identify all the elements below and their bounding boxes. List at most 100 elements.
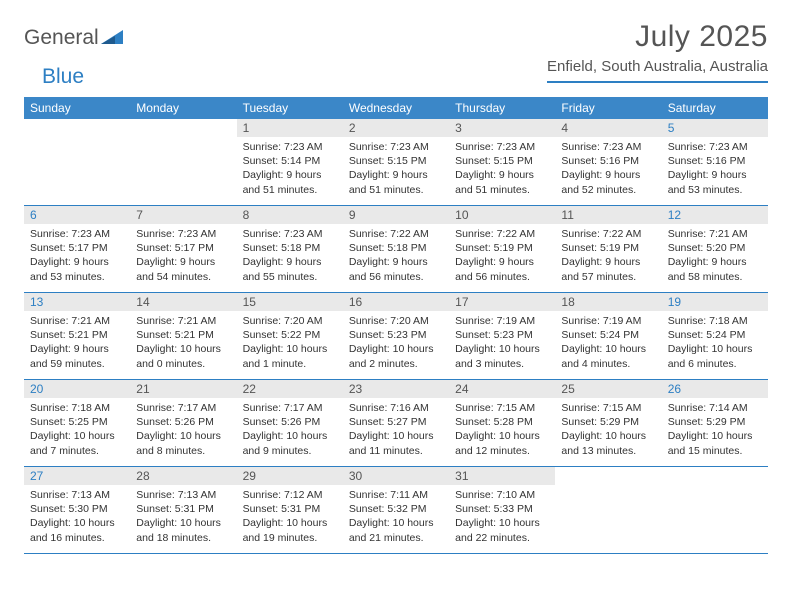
day-cell: 5Sunrise: 7:23 AMSunset: 5:16 PMDaylight… [662, 119, 768, 205]
day-number: 3 [449, 119, 555, 137]
day-cell: 1Sunrise: 7:23 AMSunset: 5:14 PMDaylight… [237, 119, 343, 205]
daylight-line: and 54 minutes. [136, 270, 230, 284]
weekday-header: Thursday [449, 97, 555, 119]
day-body: Sunrise: 7:20 AMSunset: 5:22 PMDaylight:… [237, 311, 343, 377]
sunrise-line: Sunrise: 7:19 AM [561, 314, 655, 328]
day-cell: 29Sunrise: 7:12 AMSunset: 5:31 PMDayligh… [237, 467, 343, 553]
daylight-line: Daylight: 10 hours [349, 429, 443, 443]
daylight-line: Daylight: 10 hours [455, 516, 549, 530]
sunset-line: Sunset: 5:30 PM [30, 502, 124, 516]
sunrise-line: Sunrise: 7:21 AM [136, 314, 230, 328]
day-number: 17 [449, 293, 555, 311]
day-cell: 10Sunrise: 7:22 AMSunset: 5:19 PMDayligh… [449, 206, 555, 292]
sunrise-line: Sunrise: 7:10 AM [455, 488, 549, 502]
weekday-header: Monday [130, 97, 236, 119]
day-body: Sunrise: 7:16 AMSunset: 5:27 PMDaylight:… [343, 398, 449, 464]
day-number: 21 [130, 380, 236, 398]
daylight-line: Daylight: 10 hours [561, 342, 655, 356]
day-cell: 2Sunrise: 7:23 AMSunset: 5:15 PMDaylight… [343, 119, 449, 205]
sunrise-line: Sunrise: 7:11 AM [349, 488, 443, 502]
day-body: Sunrise: 7:23 AMSunset: 5:18 PMDaylight:… [237, 224, 343, 290]
sunset-line: Sunset: 5:17 PM [30, 241, 124, 255]
day-body: Sunrise: 7:17 AMSunset: 5:26 PMDaylight:… [130, 398, 236, 464]
sunrise-line: Sunrise: 7:20 AM [349, 314, 443, 328]
day-cell: 11Sunrise: 7:22 AMSunset: 5:19 PMDayligh… [555, 206, 661, 292]
day-number: 27 [24, 467, 130, 485]
empty-cell [24, 119, 130, 205]
sunrise-line: Sunrise: 7:17 AM [136, 401, 230, 415]
week-row: 13Sunrise: 7:21 AMSunset: 5:21 PMDayligh… [24, 293, 768, 380]
daylight-line: and 53 minutes. [668, 183, 762, 197]
daylight-line: and 8 minutes. [136, 444, 230, 458]
daylight-line: Daylight: 10 hours [243, 342, 337, 356]
sunrise-line: Sunrise: 7:23 AM [243, 227, 337, 241]
sunset-line: Sunset: 5:21 PM [136, 328, 230, 342]
daylight-line: Daylight: 9 hours [243, 255, 337, 269]
sunrise-line: Sunrise: 7:14 AM [668, 401, 762, 415]
daylight-line: and 56 minutes. [349, 270, 443, 284]
day-cell: 17Sunrise: 7:19 AMSunset: 5:23 PMDayligh… [449, 293, 555, 379]
sunrise-line: Sunrise: 7:17 AM [243, 401, 337, 415]
daylight-line: Daylight: 10 hours [455, 429, 549, 443]
day-number: 7 [130, 206, 236, 224]
triangle-icon [101, 30, 123, 46]
sunrise-line: Sunrise: 7:18 AM [30, 401, 124, 415]
day-cell: 22Sunrise: 7:17 AMSunset: 5:26 PMDayligh… [237, 380, 343, 466]
sunrise-line: Sunrise: 7:22 AM [455, 227, 549, 241]
daylight-line: and 53 minutes. [30, 270, 124, 284]
day-number: 9 [343, 206, 449, 224]
week-row: 1Sunrise: 7:23 AMSunset: 5:14 PMDaylight… [24, 119, 768, 206]
sunrise-line: Sunrise: 7:12 AM [243, 488, 337, 502]
daylight-line: and 51 minutes. [455, 183, 549, 197]
daylight-line: and 1 minute. [243, 357, 337, 371]
daylight-line: Daylight: 9 hours [668, 255, 762, 269]
sunrise-line: Sunrise: 7:13 AM [136, 488, 230, 502]
day-body: Sunrise: 7:22 AMSunset: 5:19 PMDaylight:… [555, 224, 661, 290]
daylight-line: and 15 minutes. [668, 444, 762, 458]
sunrise-line: Sunrise: 7:23 AM [561, 140, 655, 154]
daylight-line: Daylight: 10 hours [349, 516, 443, 530]
day-cell: 28Sunrise: 7:13 AMSunset: 5:31 PMDayligh… [130, 467, 236, 553]
daylight-line: Daylight: 10 hours [243, 516, 337, 530]
weekday-header: Saturday [662, 97, 768, 119]
sunrise-line: Sunrise: 7:20 AM [243, 314, 337, 328]
day-body: Sunrise: 7:21 AMSunset: 5:21 PMDaylight:… [24, 311, 130, 377]
daylight-line: and 52 minutes. [561, 183, 655, 197]
day-cell: 6Sunrise: 7:23 AMSunset: 5:17 PMDaylight… [24, 206, 130, 292]
sunrise-line: Sunrise: 7:15 AM [561, 401, 655, 415]
sunrise-line: Sunrise: 7:13 AM [30, 488, 124, 502]
daylight-line: and 55 minutes. [243, 270, 337, 284]
day-body: Sunrise: 7:14 AMSunset: 5:29 PMDaylight:… [662, 398, 768, 464]
day-body: Sunrise: 7:23 AMSunset: 5:16 PMDaylight:… [555, 137, 661, 203]
daylight-line: and 7 minutes. [30, 444, 124, 458]
day-number: 23 [343, 380, 449, 398]
day-cell: 27Sunrise: 7:13 AMSunset: 5:30 PMDayligh… [24, 467, 130, 553]
daylight-line: and 18 minutes. [136, 531, 230, 545]
daylight-line: Daylight: 10 hours [668, 342, 762, 356]
sunrise-line: Sunrise: 7:21 AM [668, 227, 762, 241]
day-number: 31 [449, 467, 555, 485]
sunset-line: Sunset: 5:22 PM [243, 328, 337, 342]
location-label: Enfield, South Australia, Australia [547, 58, 768, 83]
daylight-line: and 6 minutes. [668, 357, 762, 371]
day-cell: 9Sunrise: 7:22 AMSunset: 5:18 PMDaylight… [343, 206, 449, 292]
day-cell: 7Sunrise: 7:23 AMSunset: 5:17 PMDaylight… [130, 206, 236, 292]
day-cell: 25Sunrise: 7:15 AMSunset: 5:29 PMDayligh… [555, 380, 661, 466]
day-number: 11 [555, 206, 661, 224]
day-number: 29 [237, 467, 343, 485]
daylight-line: and 51 minutes. [243, 183, 337, 197]
sunset-line: Sunset: 5:17 PM [136, 241, 230, 255]
sunset-line: Sunset: 5:26 PM [243, 415, 337, 429]
day-number: 5 [662, 119, 768, 137]
title-block: July 2025 Enfield, South Australia, Aust… [547, 20, 768, 83]
day-body: Sunrise: 7:20 AMSunset: 5:23 PMDaylight:… [343, 311, 449, 377]
daylight-line: Daylight: 10 hours [30, 429, 124, 443]
day-number: 2 [343, 119, 449, 137]
daylight-line: Daylight: 9 hours [455, 255, 549, 269]
weekday-header: Wednesday [343, 97, 449, 119]
sunset-line: Sunset: 5:29 PM [668, 415, 762, 429]
day-number: 30 [343, 467, 449, 485]
daylight-line: and 13 minutes. [561, 444, 655, 458]
day-number: 6 [24, 206, 130, 224]
sunset-line: Sunset: 5:27 PM [349, 415, 443, 429]
